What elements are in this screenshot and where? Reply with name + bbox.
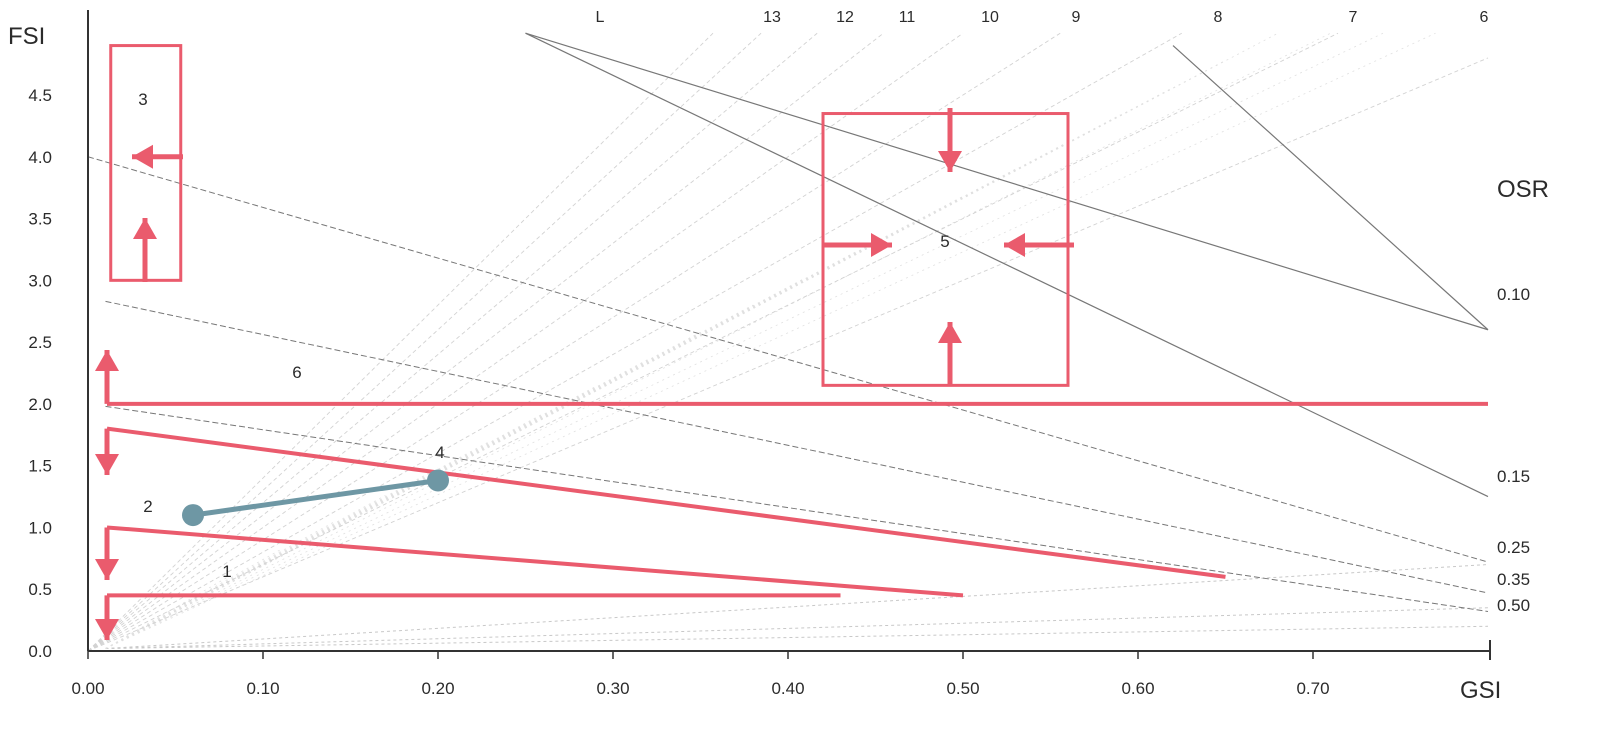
fan-line [105, 223, 911, 649]
path-layer [182, 469, 449, 527]
fan-line [105, 576, 229, 649]
y-tick-label: 4.0 [28, 148, 52, 167]
region-arrow-head [95, 454, 119, 475]
region-arrow-head [133, 218, 157, 239]
region-arrow-head [871, 233, 892, 257]
region-arrow-head [95, 619, 119, 640]
floor-label: 9 [1072, 9, 1081, 26]
floor-line [87, 32, 1061, 652]
path-line [192, 478, 439, 518]
y-tick-label: 4.5 [28, 86, 52, 105]
floor-label: 10 [981, 9, 999, 26]
path-point [427, 469, 449, 492]
regions: 1 2 4 6 3 5 [95, 44, 1488, 640]
y-tick-label: 3.5 [28, 210, 52, 229]
floor-label: 6 [1480, 9, 1489, 26]
osr-lines [87, 32, 1489, 612]
region-arrow-head [938, 151, 962, 172]
fan-line [105, 625, 1489, 650]
fan-line [105, 607, 1489, 650]
x-tick-label: 0.20 [421, 679, 454, 698]
x-tick-label: 0.60 [1121, 679, 1154, 698]
osr-line [525, 32, 1489, 498]
floor-label: 11 [899, 9, 916, 26]
x-tick-label: 0.40 [771, 679, 804, 698]
floor-label: 7 [1349, 9, 1358, 26]
osr-title: OSR [1497, 176, 1549, 203]
floor-lines [87, 32, 1489, 652]
osr-line [1172, 45, 1489, 331]
y-tick-label: 3.0 [28, 271, 52, 290]
x-tick-label: 0.50 [946, 679, 979, 698]
floor-line [87, 32, 1339, 652]
fan-line [105, 564, 1489, 650]
x-tick-label: 0.70 [1296, 679, 1329, 698]
region-arrow-head [95, 350, 119, 371]
x-tick-label: 0.00 [71, 679, 104, 698]
x-ticks: 0.00 0.10 0.20 0.30 0.40 0.50 0.60 0.70 [71, 651, 1330, 698]
floor-line [87, 32, 762, 652]
floor-labels: L 13 12 11 10 9 8 7 6 [596, 9, 1489, 26]
floor-label: L [596, 9, 605, 26]
floor-line [87, 32, 818, 652]
fan-line [105, 32, 1279, 649]
osr-label: 0.15 [1497, 467, 1530, 486]
path-point [182, 504, 204, 527]
x-tick-label: 0.10 [246, 679, 279, 698]
region-label: 1 [222, 562, 231, 581]
region-label: 4 [435, 443, 444, 462]
osr-label: 0.35 [1497, 570, 1530, 589]
fan-line [105, 32, 1436, 649]
x-axis-title: GSI [1460, 677, 1501, 704]
y-tick-label: 1.5 [28, 457, 52, 476]
y-tick-label: 0.0 [28, 642, 52, 661]
osr-label: 0.50 [1497, 596, 1530, 615]
floor-line [87, 32, 964, 652]
y-axis-title: FSI [8, 23, 45, 50]
region-label: 6 [292, 363, 301, 382]
floor-line [87, 32, 1182, 652]
y-tick-label: 1.0 [28, 518, 52, 537]
osr-line [525, 32, 1489, 331]
y-tick-label: 2.5 [28, 333, 52, 352]
region-label: 3 [138, 90, 147, 109]
region-line [106, 525, 964, 598]
floor-label: 12 [836, 9, 854, 26]
y-ticks: 0.0 0.5 1.0 1.5 2.0 2.5 3.0 3.5 4.0 4.5 [28, 86, 52, 661]
region-label: 2 [143, 497, 152, 516]
osr-label: 0.10 [1497, 285, 1530, 304]
region-label: 5 [940, 232, 949, 251]
y-tick-label: 0.5 [28, 580, 52, 599]
floor-line [87, 57, 1489, 652]
region-line [106, 426, 1226, 579]
region-arrow-head [1004, 233, 1025, 257]
x-tick-label: 0.30 [596, 679, 629, 698]
floor-label: 13 [763, 9, 781, 26]
osr-line [105, 300, 1489, 594]
fan-line [105, 32, 1384, 649]
region-arrow-head [132, 144, 153, 169]
fan-line [105, 494, 386, 649]
osr-line [105, 405, 1489, 612]
region-arrow-head [938, 322, 962, 343]
osr-label: 0.25 [1497, 538, 1530, 557]
y-tick-label: 2.0 [28, 395, 52, 414]
axes: FSI GSI OSR [8, 10, 1549, 704]
fan-line [105, 32, 1331, 649]
region-arrow-head [95, 559, 119, 580]
osr-labels: 0.10 0.15 0.25 0.35 0.50 [1497, 285, 1530, 615]
floor-label: 8 [1214, 9, 1223, 26]
region-box [821, 112, 1070, 387]
